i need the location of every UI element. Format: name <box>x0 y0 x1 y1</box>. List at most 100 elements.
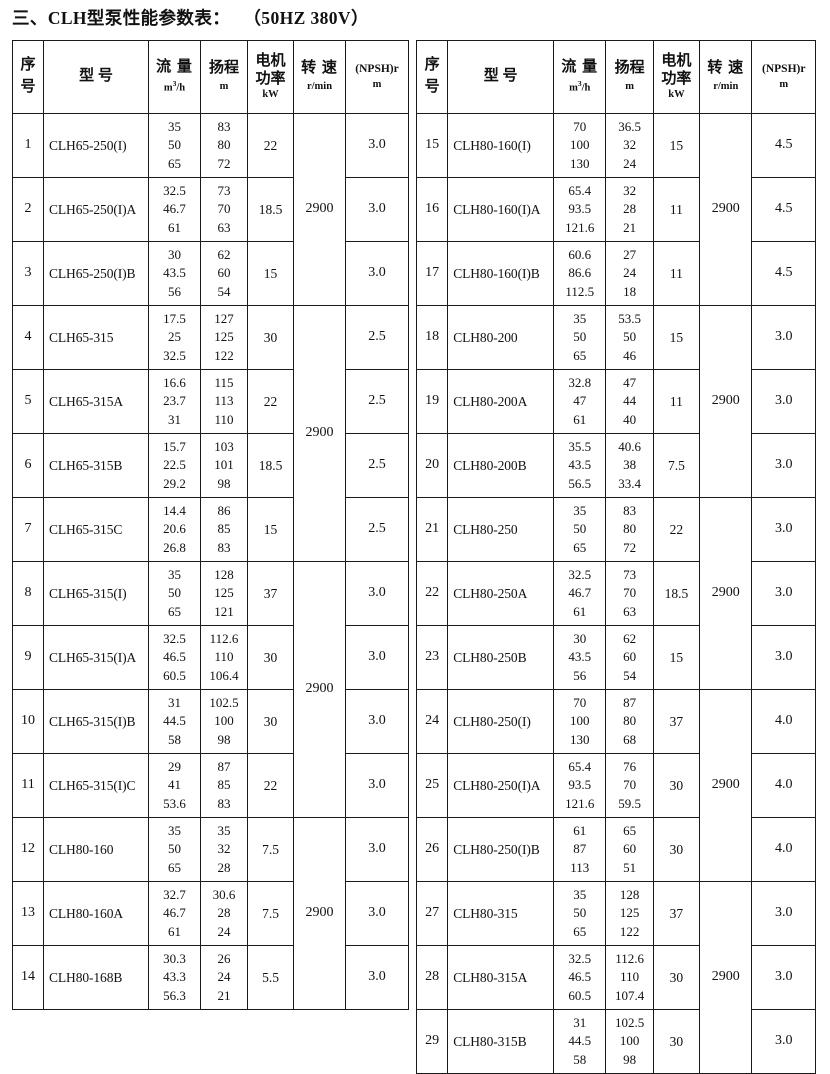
flow-unit: m3/h <box>569 78 591 94</box>
flow-value: 31 <box>573 1014 587 1030</box>
header-row: 序 号 型 号 流 量 m3/h <box>415 40 816 114</box>
head-value: 53.5 <box>618 310 641 326</box>
tables-container: 序 号 型 号 流 量 m3/h <box>0 40 830 1074</box>
head-value: 28 <box>217 905 231 921</box>
head-label: 扬程 <box>614 60 645 77</box>
flow-value: 43.5 <box>568 457 592 473</box>
table-row: 14 CLH80-168B 30.3 43.3 56.3 26 24 21 5.5 3.0 <box>12 945 409 1010</box>
cell-head-values: 27 24 18 <box>605 241 654 306</box>
head-value: 127 <box>214 310 234 326</box>
cell-motor-power: 15 <box>652 113 701 178</box>
head-value: 80 <box>217 137 231 153</box>
cell-model-designation: CLH80-250(I)A <box>447 753 555 818</box>
head-value: 30.6 <box>212 886 236 902</box>
cell-npsh-value: 4.5 <box>751 177 816 242</box>
head-value: 36.5 <box>618 118 641 134</box>
cell-head-values: 102.5 100 98 <box>605 1009 654 1074</box>
head-value: 59.5 <box>618 795 641 811</box>
flow-value: 32.5 <box>163 630 186 646</box>
col-header-head: 扬程 m <box>200 40 248 114</box>
cell-npsh-value: 4.0 <box>751 689 816 754</box>
cell-motor-power: 18.5 <box>247 433 294 498</box>
speed-unit: r/min <box>306 81 333 93</box>
table-row: 13 CLH80-160A 32.7 46.7 61 30.6 28 24 7.5 3.0 <box>12 881 409 946</box>
left-table-body: 1 CLH65-250(I) 35 50 65 83 80 72 22 2900 3.0 2 CLH65… <box>12 113 409 1010</box>
cell-model-designation: CLH80-160A <box>43 881 149 946</box>
cell-head-values: 73 70 63 <box>200 177 248 242</box>
cell-npsh-value: 3.0 <box>751 561 816 626</box>
head-value: 101 <box>214 457 234 473</box>
cell-flow-values: 30 43.5 56 <box>553 625 607 690</box>
table-row: 4 CLH65-315 17.5 25 32.5 127 125 122 30 2900 2.5 <box>12 305 409 562</box>
title-voltage: （50HZ 380V） <box>252 8 369 28</box>
head-value: 28 <box>217 859 231 875</box>
cell-serial-number: 9 <box>12 625 44 690</box>
cell-serial-number: 17 <box>415 241 449 306</box>
cell-npsh-value: 3.0 <box>345 881 409 946</box>
table-row: 23 CLH80-250B 30 43.5 56 62 60 54 15 3.0 <box>415 625 816 690</box>
cell-serial-number: 20 <box>415 433 449 498</box>
table-row: 17 CLH80-160(I)B 60.6 86.6 112.5 27 24 18 11 4.5 <box>415 241 816 306</box>
right-table-header: 序 号 型 号 流 量 m3/h <box>415 40 816 114</box>
head-value: 110 <box>620 969 640 985</box>
head-value: 24 <box>217 923 231 939</box>
col-header-model: 型 号 <box>447 40 555 114</box>
cell-serial-number: 26 <box>415 817 449 882</box>
head-value: 63 <box>217 219 231 235</box>
cell-flow-values: 35.5 43.5 56.5 <box>553 433 607 498</box>
serial-label-line1: 序 <box>20 57 36 74</box>
flow-value: 50 <box>573 329 587 345</box>
head-value: 103 <box>214 438 234 454</box>
flow-value: 35.5 <box>568 438 592 454</box>
cell-motor-power: 7.5 <box>247 881 294 946</box>
cell-model-designation: CLH65-315(I)B <box>43 689 149 754</box>
head-value: 112.6 <box>209 630 239 646</box>
cell-flow-values: 14.4 20.6 26.8 <box>148 497 201 562</box>
power-label-line2: 功率 <box>255 70 286 87</box>
cell-npsh-value: 3.0 <box>751 305 816 370</box>
flow-label: 流 量 <box>156 59 193 76</box>
cell-flow-values: 30.3 43.3 56.3 <box>148 945 201 1010</box>
cell-npsh-value: 3.0 <box>345 241 409 306</box>
flow-value: 15.7 <box>163 438 186 454</box>
speed-label: 转 速 <box>301 60 338 77</box>
cell-head-values: 83 80 72 <box>605 497 654 562</box>
flow-value: 25 <box>168 329 181 345</box>
cell-motor-power: 37 <box>652 689 701 754</box>
cell-motor-power: 11 <box>652 177 701 242</box>
cell-model-designation: CLH80-250A <box>447 561 555 626</box>
cell-head-values: 87 85 83 <box>200 753 248 818</box>
cell-head-values: 32 28 21 <box>605 177 654 242</box>
cell-flow-values: 15.7 22.5 29.2 <box>148 433 201 498</box>
head-value: 60 <box>623 841 637 857</box>
col-header-speed: 转 速 r/min <box>699 40 753 114</box>
cell-head-values: 128 125 121 <box>200 561 248 626</box>
head-value: 47 <box>623 374 637 390</box>
cell-motor-power: 7.5 <box>247 817 294 882</box>
head-value: 62 <box>623 630 637 646</box>
cell-model-designation: CLH80-200A <box>447 369 555 434</box>
cell-model-designation: CLH80-315A <box>447 945 555 1010</box>
cell-head-values: 127 125 122 <box>200 305 248 370</box>
cell-npsh-value: 3.0 <box>751 433 816 498</box>
flow-value: 43.3 <box>163 969 186 985</box>
cell-head-values: 53.5 50 46 <box>605 305 654 370</box>
flow-value: 93.5 <box>568 201 592 217</box>
flow-value: 65.4 <box>568 182 592 198</box>
cell-head-values: 62 60 54 <box>605 625 654 690</box>
cell-flow-values: 61 87 113 <box>553 817 607 882</box>
cell-model-designation: CLH65-315(I)A <box>43 625 149 690</box>
cell-model-designation: CLH80-168B <box>43 945 149 1010</box>
head-value: 113 <box>214 393 234 409</box>
flow-value: 23.7 <box>163 393 186 409</box>
head-value: 26 <box>217 950 231 966</box>
head-value: 85 <box>217 777 231 793</box>
col-header-serial: 序 号 <box>415 40 449 114</box>
cell-serial-number: 25 <box>415 753 449 818</box>
head-value: 24 <box>623 265 637 281</box>
cell-model-designation: CLH80-160 <box>43 817 149 882</box>
flow-value: 121.6 <box>565 219 595 235</box>
cell-serial-number: 24 <box>415 689 449 754</box>
cell-head-values: 65 60 51 <box>605 817 654 882</box>
cell-head-values: 73 70 63 <box>605 561 654 626</box>
